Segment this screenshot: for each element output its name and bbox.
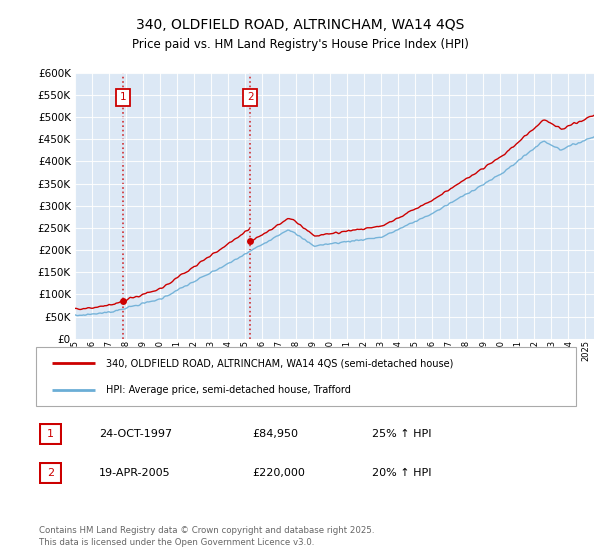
Text: £220,000: £220,000 <box>252 468 305 478</box>
Text: 340, OLDFIELD ROAD, ALTRINCHAM, WA14 4QS: 340, OLDFIELD ROAD, ALTRINCHAM, WA14 4QS <box>136 18 464 32</box>
Text: Contains HM Land Registry data © Crown copyright and database right 2025.
This d: Contains HM Land Registry data © Crown c… <box>39 526 374 547</box>
Text: £84,950: £84,950 <box>252 429 298 439</box>
Text: 2: 2 <box>47 468 54 478</box>
Text: 340, OLDFIELD ROAD, ALTRINCHAM, WA14 4QS (semi-detached house): 340, OLDFIELD ROAD, ALTRINCHAM, WA14 4QS… <box>106 358 454 368</box>
Text: 24-OCT-1997: 24-OCT-1997 <box>99 429 172 439</box>
Text: HPI: Average price, semi-detached house, Trafford: HPI: Average price, semi-detached house,… <box>106 385 351 395</box>
Text: 19-APR-2005: 19-APR-2005 <box>99 468 170 478</box>
Text: 1: 1 <box>119 92 126 102</box>
Text: 25% ↑ HPI: 25% ↑ HPI <box>372 429 431 439</box>
Text: 1: 1 <box>47 429 54 439</box>
Text: Price paid vs. HM Land Registry's House Price Index (HPI): Price paid vs. HM Land Registry's House … <box>131 38 469 52</box>
Text: 20% ↑ HPI: 20% ↑ HPI <box>372 468 431 478</box>
Text: 2: 2 <box>247 92 254 102</box>
